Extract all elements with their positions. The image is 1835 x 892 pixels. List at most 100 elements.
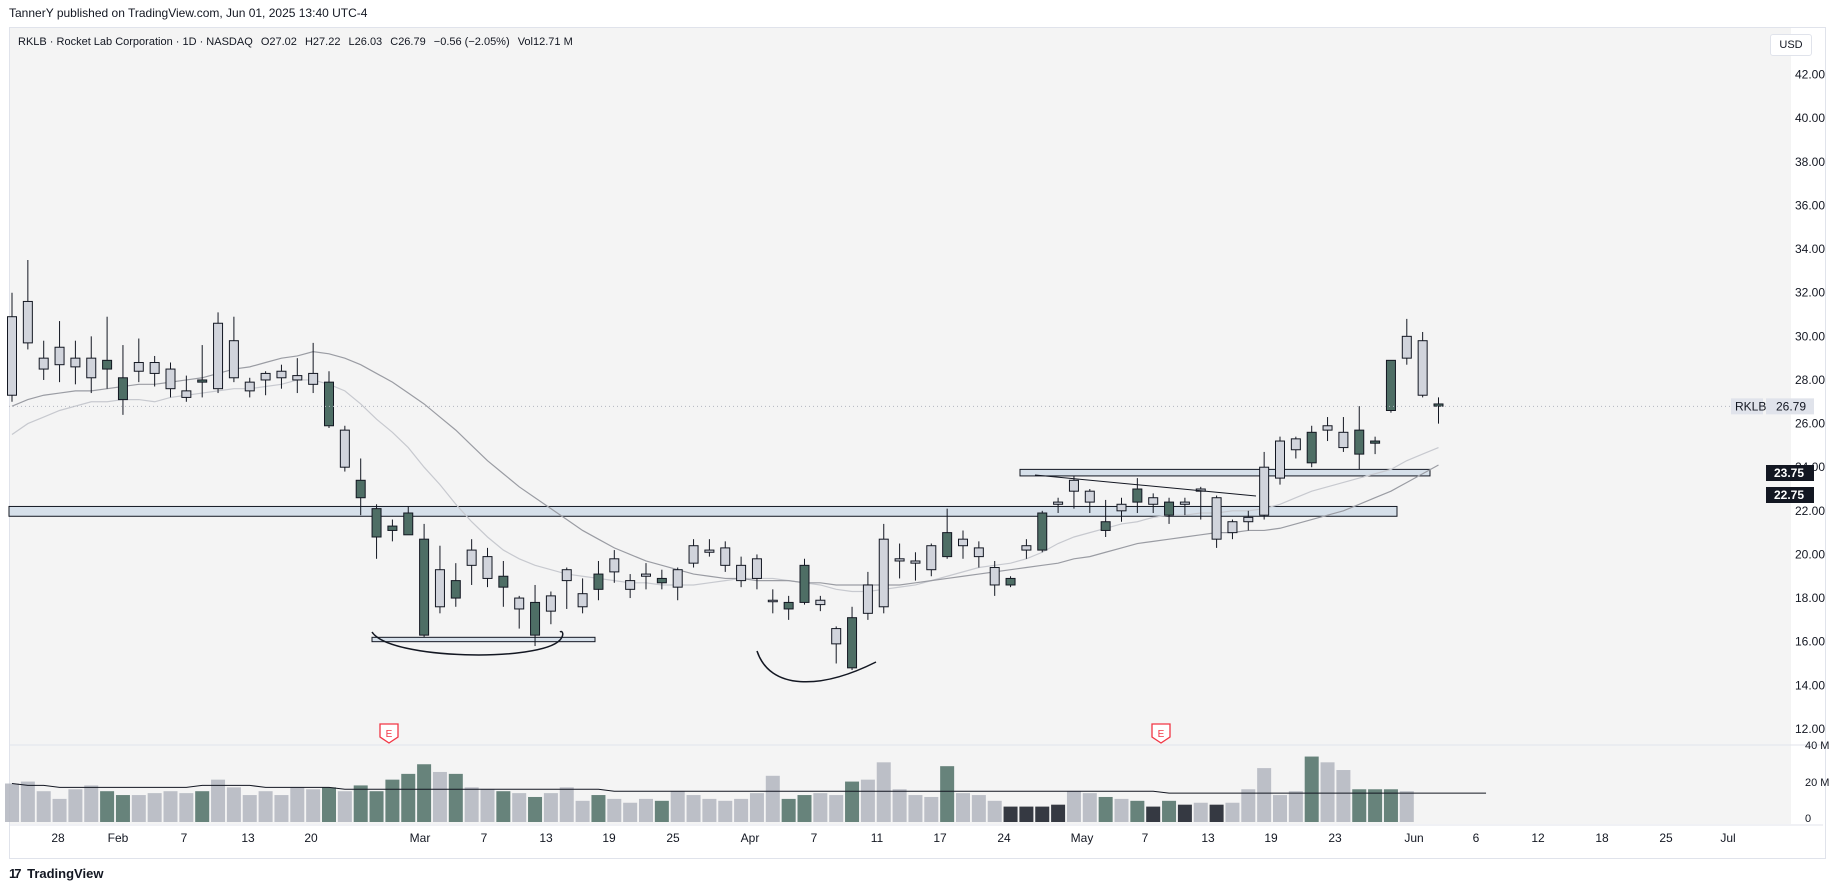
candle-body[interactable]	[339, 429, 350, 468]
candle-body[interactable]	[767, 599, 778, 603]
candle-body[interactable]	[1433, 403, 1444, 407]
candle-body[interactable]	[387, 525, 398, 531]
candle-body[interactable]	[561, 569, 572, 582]
candle-body[interactable]	[450, 580, 461, 599]
candle-body[interactable]	[1164, 501, 1175, 516]
candle-body[interactable]	[117, 377, 128, 401]
candle-body[interactable]	[181, 390, 192, 398]
candle-body[interactable]	[1385, 359, 1396, 411]
candle-body[interactable]	[656, 577, 667, 584]
candle-body[interactable]	[1148, 497, 1159, 505]
candle-body[interactable]	[1100, 521, 1111, 531]
candle-body[interactable]	[54, 346, 65, 366]
candle-body[interactable]	[70, 357, 81, 368]
tradingview-logo[interactable]: 17 TradingView	[9, 866, 103, 881]
candle-body[interactable]	[403, 512, 414, 536]
candle-body[interactable]	[419, 538, 430, 636]
candle-body[interactable]	[545, 595, 556, 612]
candle-body[interactable]	[260, 372, 271, 381]
candle-body[interactable]	[815, 599, 826, 606]
volume-bar	[908, 795, 923, 822]
candle-body[interactable]	[799, 564, 810, 603]
candle-body[interactable]	[498, 575, 509, 588]
candle-body[interactable]	[862, 584, 873, 614]
candle-body[interactable]	[1243, 516, 1254, 523]
symbol-line[interactable]: RKLB · Rocket Lab Corporation · 1D · NAS…	[18, 36, 253, 48]
candle-body[interactable]	[38, 357, 49, 370]
candle-body[interactable]	[577, 593, 588, 608]
candle-body[interactable]	[1084, 490, 1095, 503]
candle-body[interactable]	[1354, 429, 1365, 455]
earnings-marker[interactable]	[1151, 723, 1171, 744]
candle-body[interactable]	[133, 362, 144, 372]
candle-body[interactable]	[958, 538, 968, 547]
candle-body[interactable]	[1068, 479, 1079, 492]
x-tick-label: 19	[1264, 831, 1278, 845]
candle-body[interactable]	[22, 300, 33, 344]
candle-body[interactable]	[1116, 503, 1127, 512]
candle-body[interactable]	[688, 545, 699, 564]
candle-body[interactable]	[530, 601, 541, 636]
candle-body[interactable]	[1290, 438, 1301, 451]
candle-body[interactable]	[609, 558, 620, 573]
candle-body[interactable]	[308, 372, 319, 385]
candle-body[interactable]	[973, 547, 984, 558]
candle-body[interactable]	[926, 545, 937, 571]
candle-body[interactable]	[466, 549, 477, 566]
candle-body[interactable]	[831, 628, 842, 645]
candle-body[interactable]	[878, 538, 889, 608]
candle-body[interactable]	[1417, 340, 1428, 396]
candle-body[interactable]	[213, 322, 224, 390]
candle-body[interactable]	[292, 375, 303, 381]
candle-body[interactable]	[736, 564, 747, 582]
candle-body[interactable]	[751, 558, 762, 579]
candle-body[interactable]	[514, 597, 525, 610]
candle-body[interactable]	[355, 479, 366, 499]
volume-bar	[575, 800, 590, 822]
candle-body[interactable]	[1227, 521, 1238, 534]
candle-body[interactable]	[276, 370, 287, 379]
candle-body[interactable]	[910, 560, 921, 564]
candle-body[interactable]	[1275, 440, 1285, 479]
price-pane-background	[10, 28, 1791, 746]
candle-body[interactable]	[1322, 425, 1333, 431]
candle-body[interactable]	[894, 558, 905, 562]
candle-body[interactable]	[1053, 501, 1064, 505]
candle-body[interactable]	[482, 556, 493, 579]
candle-body[interactable]	[1021, 545, 1032, 551]
candle-body[interactable]	[1259, 466, 1270, 516]
candle-body[interactable]	[86, 357, 97, 379]
candle-body[interactable]	[625, 580, 636, 590]
candle-body[interactable]	[989, 567, 1000, 586]
candle-body[interactable]	[1005, 577, 1016, 586]
candle-body[interactable]	[324, 381, 334, 427]
candle-body[interactable]	[244, 381, 255, 392]
candle-body[interactable]	[1132, 488, 1143, 503]
candle-body[interactable]	[1401, 335, 1412, 359]
candle-body[interactable]	[1211, 497, 1222, 540]
candle-body[interactable]	[672, 569, 683, 588]
candle-body[interactable]	[720, 547, 731, 566]
candle-body[interactable]	[1370, 440, 1381, 444]
candle-body[interactable]	[149, 362, 160, 374]
candle-body[interactable]	[102, 359, 113, 370]
candle-body[interactable]	[593, 573, 604, 590]
candle-body[interactable]	[434, 569, 445, 608]
candle-body[interactable]	[1179, 501, 1190, 505]
currency-button[interactable]: USD	[1770, 34, 1812, 56]
candle-body[interactable]	[197, 379, 208, 383]
candle-body[interactable]	[942, 532, 953, 558]
candle-body[interactable]	[1306, 431, 1317, 464]
candle-body[interactable]	[371, 508, 382, 538]
candle-body[interactable]	[1037, 512, 1048, 551]
candle-body[interactable]	[165, 368, 176, 390]
candle-body[interactable]	[847, 617, 858, 669]
candle-body[interactable]	[704, 549, 715, 553]
candle-body[interactable]	[7, 316, 17, 396]
candle-body[interactable]	[641, 573, 651, 577]
earnings-marker[interactable]	[379, 723, 399, 744]
candle-body[interactable]	[228, 340, 239, 379]
candle-body[interactable]	[783, 601, 794, 610]
candle-body[interactable]	[1338, 431, 1349, 449]
